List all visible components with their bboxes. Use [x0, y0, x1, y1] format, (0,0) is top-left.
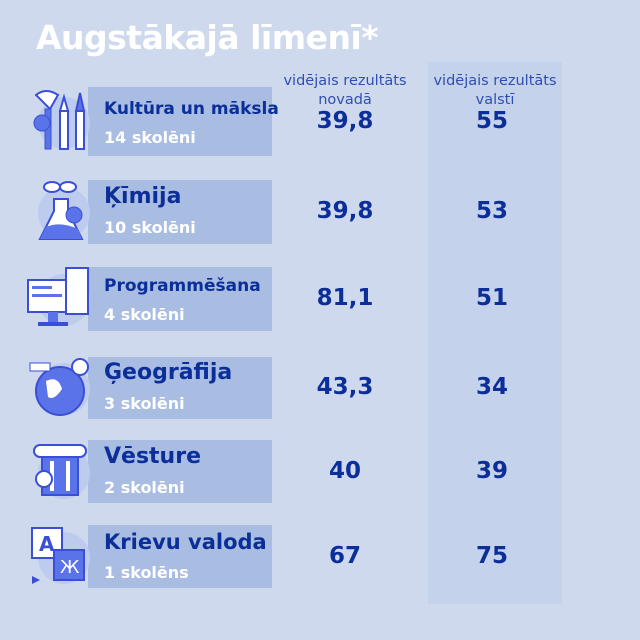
value-valsti: 53	[475, 198, 508, 224]
subject-label-box	[88, 267, 272, 331]
student-count: 2 skolēni	[104, 477, 185, 497]
art-brushes-icon	[33, 89, 90, 150]
value-novada: 39,8	[316, 198, 374, 224]
value-novada: 39,8	[316, 107, 374, 134]
value-valsti: 55	[475, 107, 508, 134]
value-valsti: 75	[475, 542, 508, 569]
student-count: 14 skolēni	[104, 127, 196, 147]
subject-label-box	[88, 357, 272, 419]
language-translate-icon: AЖ	[31, 526, 90, 584]
table-row: Ķīmija 10 skolēni 39,8 53	[0, 180, 640, 244]
subject-name: Ģeogrāfija	[104, 360, 233, 385]
computer-code-icon	[27, 267, 90, 326]
subject-name: Programmēšana	[104, 276, 261, 296]
subject-name: Vēsture	[104, 443, 201, 469]
subject-label-box	[88, 525, 272, 588]
chemistry-flask-icon	[38, 181, 90, 240]
value-valsti: 34	[475, 374, 508, 400]
student-count: 3 skolēni	[104, 394, 185, 413]
value-novada: 81,1	[316, 285, 374, 311]
national-column-background	[428, 62, 562, 604]
subject-name: Kultūra un māksla	[104, 98, 279, 119]
subject-label-box	[88, 87, 272, 156]
subject-name: Krievu valoda	[104, 529, 267, 554]
value-novada: 43,3	[316, 374, 374, 400]
value-novada: 67	[328, 542, 361, 569]
header-valsti: vidējais rezultāts valstī	[433, 73, 557, 108]
table-row: Kultūra un māksla 14 skolēni 39,8 55	[0, 87, 640, 156]
value-valsti: 51	[475, 285, 508, 311]
subject-label-box	[88, 440, 272, 503]
column-pillar-icon	[33, 443, 90, 499]
svg-text:Ж: Ж	[60, 557, 80, 578]
subject-name: Ķīmija	[104, 184, 182, 209]
table-row: Ģeogrāfija 3 skolēni 43,3 34	[0, 357, 640, 419]
student-count: 4 skolēni	[104, 305, 185, 324]
globe-icon	[29, 358, 90, 416]
value-novada: 40	[328, 457, 361, 484]
value-valsti: 39	[475, 457, 508, 484]
page-title: Augstākajā līmenī*	[36, 18, 379, 57]
table-row: Programmēšana 4 skolēni 81,1 51	[0, 267, 640, 331]
subject-label-box	[88, 180, 272, 244]
student-count: 10 skolēni	[104, 218, 196, 237]
student-count: 1 skolēns	[104, 562, 189, 582]
header-novada: vidējais rezultāts novadā	[283, 73, 407, 108]
table-row: Vēsture 2 skolēni 40 39	[0, 440, 640, 503]
svg-text:A: A	[39, 532, 55, 556]
